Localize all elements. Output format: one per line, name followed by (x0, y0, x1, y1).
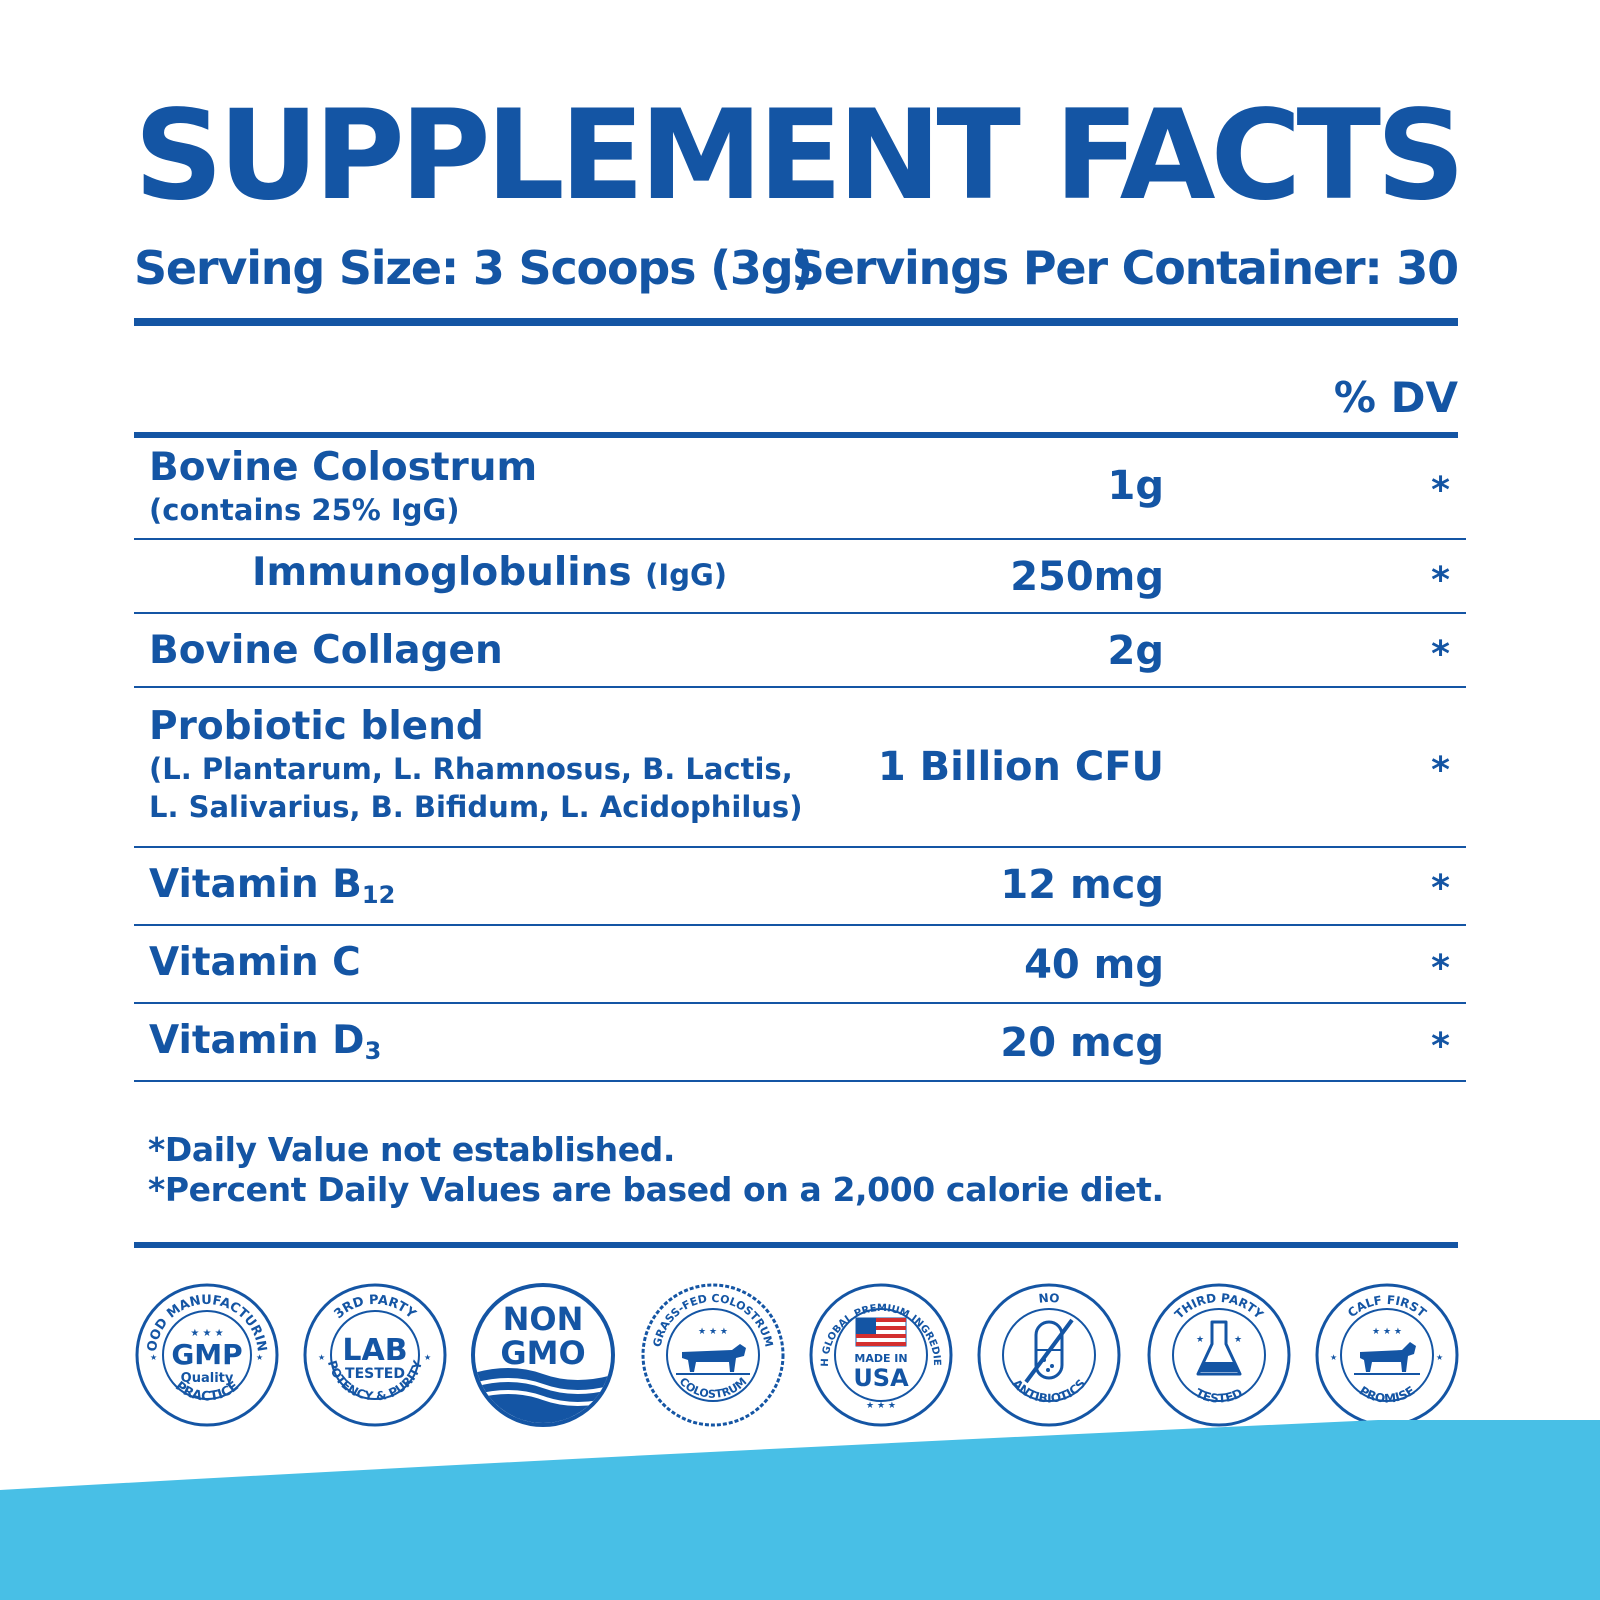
badge-arc-top: NO (1038, 1291, 1060, 1306)
svg-text:★ ★ ★: ★ ★ ★ (1372, 1327, 1402, 1337)
svg-text:★ ★ ★: ★ ★ ★ (190, 1328, 223, 1339)
ingredient-name: Probiotic blend (149, 704, 484, 749)
lab-tested-badge-icon: 3RD PARTY POTENCY & PURITY LAB TESTED ★ … (302, 1282, 448, 1428)
pill-icon (1024, 1318, 1074, 1384)
ingredient-dv: * (1431, 1026, 1450, 1067)
ingredient-dv: * (1431, 470, 1450, 511)
no-antibiotics-badge-icon: NO ANTIBIOTICS (976, 1282, 1122, 1428)
dv-column-header: % DV (1333, 373, 1458, 422)
ingredient-note: (IgG) (645, 558, 728, 592)
flask-icon: ★ ★ (1196, 1320, 1242, 1376)
svg-text:3RD PARTY: 3RD PARTY (332, 1293, 419, 1323)
decorative-wave (0, 1420, 1600, 1600)
badge-sub: MADE IN (854, 1352, 907, 1365)
ingredient-name: Bovine Collagen (149, 628, 503, 673)
calf-first-badge-icon: CALF FIRST PROMISE ★ ★ ★ ★ ★ (1314, 1282, 1460, 1428)
us-flag-icon (855, 1317, 907, 1347)
ingredient-name: Vitamin C (149, 940, 361, 985)
badge-line1: NON (503, 1300, 584, 1338)
ingredient-amount: 40 mg (1024, 942, 1164, 988)
table-row: Probiotic blend (L. Plantarum, L. Rhamno… (134, 688, 1466, 848)
svg-text:THIRD PARTY: THIRD PARTY (1172, 1291, 1266, 1322)
badge-line2: GMO (500, 1334, 585, 1372)
serving-size: Serving Size: 3 Scoops (3g) (134, 241, 813, 295)
table-row: Vitamin C 40 mg * (134, 926, 1466, 1004)
svg-text:★: ★ (1330, 1353, 1337, 1362)
ingredient-note: (L. Plantarum, L. Rhamnosus, B. Lactis, (149, 752, 793, 786)
footnotes: *Daily Value not established. *Percent D… (148, 1130, 1164, 1210)
ingredient-amount: 1g (1107, 463, 1164, 509)
svg-text:NO: NO (1038, 1291, 1060, 1306)
svg-text:★: ★ (1234, 1335, 1242, 1345)
svg-text:COLOSTRUM: COLOSTRUM (677, 1375, 750, 1401)
ingredient-amount: 12 mcg (1000, 862, 1164, 908)
divider-bottom (134, 1242, 1458, 1248)
ingredient-name: Immunoglobulins (252, 550, 632, 595)
badge-arc-bottom: PROMISE (1357, 1383, 1418, 1405)
ingredient-dv: * (1431, 868, 1450, 909)
third-party-tested-badge-icon: THIRD PARTY TESTED ★ ★ (1146, 1282, 1292, 1428)
made-in-usa-badge-icon: WITH GLOBAL PREMIUM INGREDIENTS MADE IN … (808, 1282, 954, 1428)
ingredient-note: L. Salivarius, B. Bifidum, L. Acidophilu… (149, 790, 803, 824)
badge-arc-bottom: TESTED (1193, 1386, 1245, 1406)
page-title: SUPPLEMENT FACTS (134, 84, 1465, 228)
badge-main: USA (853, 1364, 909, 1392)
ingredient-dv: * (1431, 750, 1450, 791)
badge-arc-top: CALF FIRST (1345, 1293, 1429, 1321)
ingredient-amount: 250mg (1010, 554, 1164, 600)
footnote-line: *Percent Daily Values are based on a 2,0… (148, 1170, 1164, 1209)
ingredient-dv: * (1431, 634, 1450, 675)
badge-arc-bottom: ANTIBIOTICS (1010, 1376, 1089, 1405)
svg-text:CALF FIRST: CALF FIRST (1345, 1293, 1429, 1321)
table-row: Vitamin B12 12 mcg * (134, 848, 1466, 926)
ingredient-amount: 1 Billion CFU (877, 744, 1164, 790)
ingredient-note: (contains 25% IgG) (149, 493, 460, 527)
svg-text:PROMISE: PROMISE (1357, 1383, 1418, 1405)
svg-text:★: ★ (1196, 1335, 1204, 1345)
non-gmo-badge-icon: NON GMO (470, 1282, 616, 1428)
divider-top (134, 318, 1458, 326)
svg-text:TESTED: TESTED (1193, 1386, 1245, 1406)
grass-fed-badge-icon: GRASS-FED COLOSTRUM COLOSTRUM ★ ★ ★ (640, 1282, 786, 1428)
svg-text:ANTIBIOTICS: ANTIBIOTICS (1010, 1376, 1089, 1405)
badge-main: LAB (342, 1333, 407, 1368)
footnote-line: *Daily Value not established. (148, 1130, 676, 1169)
table-row: Vitamin D3 20 mcg * (134, 1004, 1466, 1082)
badge-arc-top: THIRD PARTY (1172, 1291, 1266, 1322)
ingredient-dv: * (1431, 560, 1450, 601)
svg-text:★ ★ ★: ★ ★ ★ (698, 1327, 728, 1337)
divider-table-top (134, 432, 1458, 438)
ingredient-amount: 2g (1107, 628, 1164, 674)
certification-badges: GOOD MANUFACTURING PRACTICE ★ ★ ★ GMP Qu… (134, 1282, 1464, 1432)
gmp-badge-icon: GOOD MANUFACTURING PRACTICE ★ ★ ★ GMP Qu… (134, 1282, 280, 1428)
svg-text:★ ★ ★: ★ ★ ★ (866, 1401, 896, 1411)
svg-text:★: ★ (318, 1353, 325, 1362)
table-row: Immunoglobulins (IgG) 250mg * (134, 540, 1466, 614)
svg-text:★: ★ (424, 1353, 431, 1362)
table-row: Bovine Collagen 2g * (134, 614, 1466, 688)
ingredient-amount: 20 mcg (1000, 1020, 1164, 1066)
calf-icon (1360, 1342, 1416, 1372)
ingredient-name: Bovine Colostrum (149, 445, 538, 490)
serving-info: Serving Size: 3 Scoops (3g) Servings Per… (134, 238, 1459, 298)
servings-per-container: Servings Per Container: 30 (791, 241, 1459, 295)
badge-arc-bottom: COLOSTRUM (677, 1375, 750, 1401)
ingredient-name: Vitamin B (149, 862, 362, 907)
badge-sub: TESTED (345, 1366, 405, 1382)
ingredient-dv: * (1431, 948, 1450, 989)
ingredient-subscript: 3 (364, 1037, 382, 1065)
ingredient-subscript: 12 (361, 881, 396, 909)
badge-arc-top: 3RD PARTY (332, 1293, 419, 1323)
ingredient-name: Vitamin D (149, 1018, 365, 1063)
table-row: Bovine Colostrum (contains 25% IgG) 1g * (134, 440, 1466, 540)
cow-icon (682, 1344, 746, 1372)
svg-text:★: ★ (1436, 1353, 1443, 1362)
svg-text:★: ★ (150, 1353, 157, 1362)
svg-text:★: ★ (256, 1353, 263, 1362)
badge-sub: Quality (181, 1371, 234, 1386)
badge-main: GMP (171, 1338, 242, 1371)
supplement-table: Bovine Colostrum (contains 25% IgG) 1g *… (134, 440, 1466, 1082)
